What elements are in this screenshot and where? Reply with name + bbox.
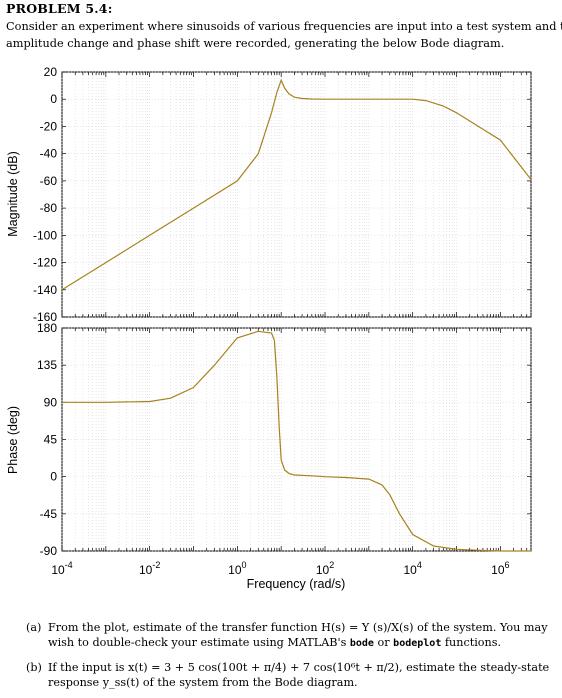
phase-y-tick-label: 90: [44, 395, 58, 409]
magnitude-y-tick-label: -80: [40, 201, 58, 215]
phase-y-tick-label: 45: [44, 433, 58, 447]
phase-y-tick-label: -90: [40, 544, 58, 558]
bode-diagram: 20 0 -20 -40 -60 -80 -100 -120 -140 -160 Magnitud…: [6, 65, 532, 591]
magnitude-y-tick-label: -20: [40, 119, 58, 133]
phase-axis-label: Phase (deg): [6, 406, 20, 474]
frequency-x-tick-label: 104: [404, 560, 422, 577]
magnitude-y-tick-label: 0: [50, 92, 57, 106]
question-b-line-1: If the input is x(t) = 3 + 5 cos(100t + …: [48, 661, 550, 674]
magnitude-y-tick-label: 20: [44, 65, 58, 79]
problem-intro: Consider an experiment where sinusoids o…: [6, 18, 562, 52]
frequency-x-ticks: 10-4 10-2 100 102 104 106: [51, 560, 509, 577]
phase-series-line: [62, 330, 531, 552]
magnitude-y-tick-label: -100: [33, 228, 57, 242]
question-a-line-1: From the plot, estimate of the transfer …: [48, 621, 548, 634]
question-a-line-2: wish to double-check your estimate using…: [48, 635, 501, 651]
magnitude-y-ticks: 20 0 -20 -40 -60 -80 -100 -120 -140 -160: [33, 65, 57, 324]
frequency-x-tick-label: 10-4: [51, 560, 72, 577]
frequency-x-tick-label: 106: [491, 560, 509, 577]
phase-y-tick-label: 0: [50, 470, 57, 484]
question-b-label: (b): [26, 661, 42, 674]
phase-y-tick-label: 180: [37, 321, 57, 335]
code-bode: bode: [349, 638, 374, 649]
phase-panel: 180 135 90 45 0 -45 -90 10-4 10-2 100 102 104 106 P…: [6, 321, 532, 591]
magnitude-y-tick-label: -160: [33, 310, 57, 324]
frequency-x-tick-label: 10-2: [139, 560, 160, 577]
magnitude-series-line: [61, 78, 532, 291]
magnitude-panel: 20 0 -20 -40 -60 -80 -100 -120 -140 -160 Magnitud…: [6, 65, 532, 324]
question-a-text-2: or: [373, 636, 394, 649]
problem-heading: PROBLEM 5.4:: [6, 1, 113, 16]
magnitude-y-tick-label: -120: [33, 256, 57, 270]
frequency-x-tick-label: 100: [228, 560, 246, 577]
magnitude-y-tick-label: -140: [33, 283, 57, 297]
magnitude-grid: [61, 71, 532, 318]
phase-grid: [61, 327, 532, 552]
code-bodeplot: bodeplot: [393, 638, 442, 649]
phase-y-tick-label: -45: [40, 507, 58, 521]
question-b-line-2: response y_ss(t) of the system from the …: [48, 676, 358, 689]
magnitude-axis-label: Magnitude (dB): [6, 151, 20, 236]
magnitude-y-tick-label: -40: [40, 147, 58, 161]
frequency-x-tick-label: 102: [316, 560, 334, 577]
intro-line-2: amplitude change and phase shift were re…: [6, 37, 505, 50]
phase-y-ticks: 180 135 90 45 0 -45 -90: [37, 321, 57, 558]
question-a-text-1: wish to double-check your estimate using…: [48, 636, 350, 649]
phase-y-tick-label: 135: [37, 358, 57, 372]
intro-line-1: Consider an experiment where sinusoids o…: [6, 20, 562, 33]
frequency-axis-label: Frequency (rad/s): [247, 577, 346, 591]
question-a-label: (a): [26, 621, 42, 634]
magnitude-y-tick-label: -60: [40, 174, 58, 188]
question-a-text-3: functions.: [441, 636, 502, 649]
